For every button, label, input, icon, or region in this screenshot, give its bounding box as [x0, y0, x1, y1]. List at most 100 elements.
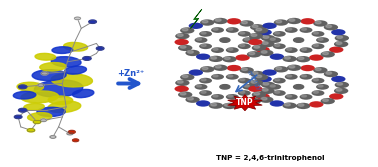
Circle shape	[256, 93, 270, 100]
Circle shape	[268, 37, 281, 43]
Circle shape	[180, 92, 186, 95]
Circle shape	[242, 68, 247, 70]
Circle shape	[248, 86, 263, 92]
Circle shape	[238, 31, 251, 37]
Circle shape	[313, 20, 327, 27]
Circle shape	[311, 31, 324, 37]
Circle shape	[299, 74, 313, 80]
Circle shape	[262, 23, 277, 29]
Circle shape	[315, 21, 321, 24]
Circle shape	[199, 31, 212, 37]
Circle shape	[270, 100, 284, 107]
Circle shape	[50, 136, 56, 138]
Circle shape	[316, 37, 329, 43]
Circle shape	[211, 47, 224, 53]
Circle shape	[254, 46, 260, 48]
Circle shape	[270, 38, 275, 40]
Circle shape	[294, 85, 304, 89]
Circle shape	[287, 75, 292, 77]
Circle shape	[189, 23, 203, 29]
Circle shape	[287, 18, 301, 24]
Circle shape	[270, 54, 284, 60]
Circle shape	[199, 90, 212, 96]
Ellipse shape	[65, 66, 87, 74]
Circle shape	[178, 45, 192, 51]
Circle shape	[200, 66, 214, 72]
Ellipse shape	[64, 42, 88, 51]
Circle shape	[287, 95, 292, 97]
Circle shape	[249, 52, 255, 55]
Circle shape	[240, 32, 245, 34]
Circle shape	[175, 39, 189, 45]
Text: energy: energy	[246, 69, 262, 93]
Circle shape	[261, 51, 267, 53]
Ellipse shape	[21, 91, 59, 103]
Circle shape	[228, 28, 233, 30]
Circle shape	[235, 101, 250, 108]
Circle shape	[313, 44, 319, 47]
Circle shape	[220, 85, 230, 89]
Circle shape	[302, 48, 307, 50]
Circle shape	[321, 98, 335, 104]
Circle shape	[285, 103, 290, 106]
Circle shape	[228, 95, 233, 97]
Circle shape	[336, 42, 342, 44]
Circle shape	[254, 27, 268, 34]
Circle shape	[213, 48, 218, 50]
Circle shape	[299, 47, 313, 53]
Circle shape	[249, 99, 255, 101]
Circle shape	[197, 85, 201, 87]
Circle shape	[211, 103, 217, 106]
Circle shape	[313, 32, 319, 34]
Circle shape	[287, 28, 292, 30]
Circle shape	[259, 97, 274, 103]
Circle shape	[14, 115, 22, 119]
Circle shape	[195, 84, 208, 90]
Circle shape	[68, 130, 75, 133]
Circle shape	[180, 27, 194, 34]
Circle shape	[251, 34, 257, 36]
Circle shape	[89, 20, 96, 23]
Circle shape	[182, 28, 188, 31]
Circle shape	[235, 54, 250, 61]
Circle shape	[240, 20, 254, 27]
Circle shape	[257, 29, 272, 35]
Circle shape	[263, 83, 269, 85]
Circle shape	[254, 74, 268, 80]
Circle shape	[247, 51, 261, 57]
Circle shape	[268, 84, 281, 90]
Circle shape	[177, 81, 183, 83]
Circle shape	[178, 92, 192, 98]
Circle shape	[270, 85, 275, 87]
Circle shape	[226, 94, 239, 100]
Circle shape	[296, 103, 310, 109]
Circle shape	[242, 21, 247, 24]
Circle shape	[186, 50, 200, 56]
Ellipse shape	[48, 101, 81, 113]
Circle shape	[285, 47, 298, 53]
Circle shape	[260, 88, 274, 94]
Circle shape	[96, 47, 104, 50]
Circle shape	[226, 74, 239, 80]
Text: TNP = 2,4,6-trinitrophenol: TNP = 2,4,6-trinitrophenol	[216, 155, 325, 161]
Ellipse shape	[28, 113, 52, 121]
Circle shape	[252, 25, 258, 28]
Polygon shape	[191, 9, 202, 28]
Circle shape	[209, 56, 223, 62]
Circle shape	[254, 92, 260, 95]
Circle shape	[287, 65, 301, 71]
Circle shape	[213, 75, 218, 77]
Circle shape	[209, 102, 223, 109]
Circle shape	[275, 32, 280, 34]
Circle shape	[337, 83, 342, 85]
Circle shape	[302, 95, 307, 97]
Circle shape	[242, 84, 255, 90]
Ellipse shape	[17, 82, 43, 92]
Circle shape	[180, 74, 194, 80]
Ellipse shape	[13, 91, 36, 99]
Circle shape	[261, 98, 267, 100]
Ellipse shape	[52, 47, 73, 53]
Circle shape	[244, 38, 249, 40]
Circle shape	[299, 27, 313, 33]
Circle shape	[311, 90, 324, 96]
